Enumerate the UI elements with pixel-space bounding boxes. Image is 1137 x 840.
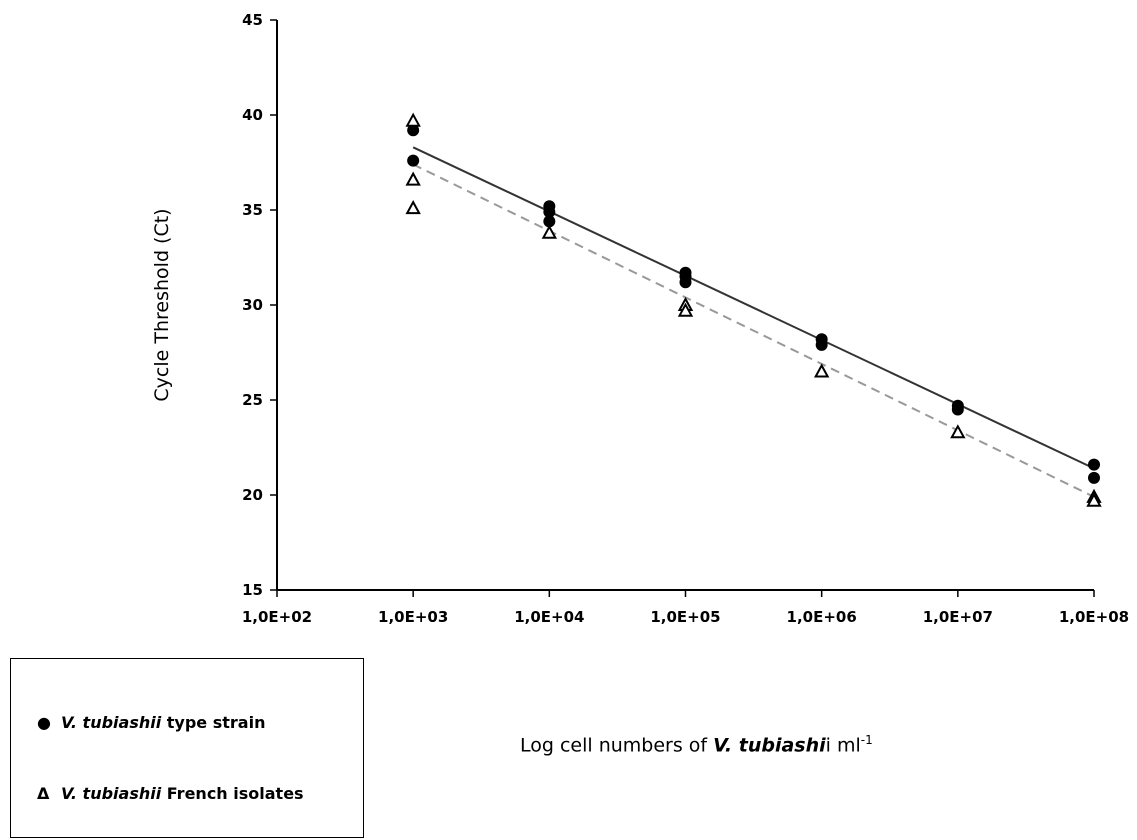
x-tick-label: 1,0E+08 bbox=[1059, 608, 1129, 626]
y-tick-label: 40 bbox=[242, 106, 263, 124]
x-axis-label: Log cell numbers of V. tubiashii ml-1 bbox=[520, 733, 873, 756]
data-point-type-strain bbox=[679, 276, 692, 289]
x-axis-label-suffix: i ml bbox=[825, 734, 861, 757]
data-points bbox=[405, 112, 1102, 507]
axes: 15 20 25 30 35 40 45 1,0E+02 1,0E+03 1,0E+04 1,0E+… bbox=[242, 11, 1129, 626]
x-axis-label-prefix: Log cell numbers of bbox=[520, 734, 714, 757]
data-point-type-strain bbox=[951, 403, 964, 416]
y-tick-label: 30 bbox=[242, 296, 263, 314]
data-point-type-strain bbox=[1088, 458, 1100, 471]
data-point-type-strain bbox=[815, 338, 828, 351]
open-triangle-icon: Δ bbox=[37, 784, 50, 803]
trendlines bbox=[412, 146, 1095, 498]
y-tick-label: 15 bbox=[242, 581, 263, 599]
x-tick-label: 1,0E+04 bbox=[514, 608, 584, 626]
legend: ● V. tubiashii type strain Δ V. tubiashii … bbox=[10, 658, 364, 838]
x-tick-label: 1,0E+07 bbox=[923, 608, 993, 626]
x-tick-label: 1,0E+03 bbox=[378, 608, 448, 626]
data-point-type-strain bbox=[407, 124, 420, 137]
x-axis-label-superscript: -1 bbox=[860, 733, 873, 747]
data-point-french-isolate bbox=[405, 171, 421, 186]
data-point-french-isolate bbox=[1086, 492, 1102, 507]
x-tick-label: 1,0E+02 bbox=[242, 608, 312, 626]
y-tick-label: 20 bbox=[242, 486, 263, 504]
data-point-type-strain bbox=[407, 154, 420, 167]
legend-item-text: type strain bbox=[161, 713, 266, 732]
legend-item-french-isolates: Δ V. tubiashii French isolates bbox=[37, 784, 304, 803]
data-point-type-strain bbox=[543, 215, 556, 228]
trendline bbox=[412, 163, 1095, 498]
data-point-french-isolate bbox=[677, 302, 694, 317]
y-tick-label: 25 bbox=[242, 391, 263, 409]
y-axis-label: Cycle Threshold (Ct) bbox=[151, 208, 173, 401]
legend-item-type-strain: ● V. tubiashii type strain bbox=[37, 713, 265, 732]
data-point-type-strain bbox=[1088, 471, 1100, 484]
filled-circle-icon: ● bbox=[37, 713, 51, 732]
legend-item-text: French isolates bbox=[161, 784, 304, 803]
x-tick-label: 1,0E+06 bbox=[787, 608, 857, 626]
x-axis-label-species: V. tubiashi bbox=[713, 734, 826, 757]
data-point-type-strain bbox=[543, 205, 556, 218]
x-tick-label: 1,0E+05 bbox=[650, 608, 720, 626]
legend-item-species: V. tubiashii bbox=[61, 784, 162, 803]
data-point-french-isolate bbox=[405, 200, 421, 215]
trendline bbox=[412, 146, 1095, 470]
data-point-french-isolate bbox=[405, 112, 421, 127]
y-tick-label: 35 bbox=[242, 201, 263, 219]
legend-item-species: V. tubiashii bbox=[61, 713, 162, 732]
data-point-french-isolate bbox=[813, 363, 830, 378]
data-point-french-isolate bbox=[950, 424, 966, 439]
y-tick-label: 45 bbox=[242, 11, 263, 29]
data-point-french-isolate bbox=[541, 224, 558, 239]
